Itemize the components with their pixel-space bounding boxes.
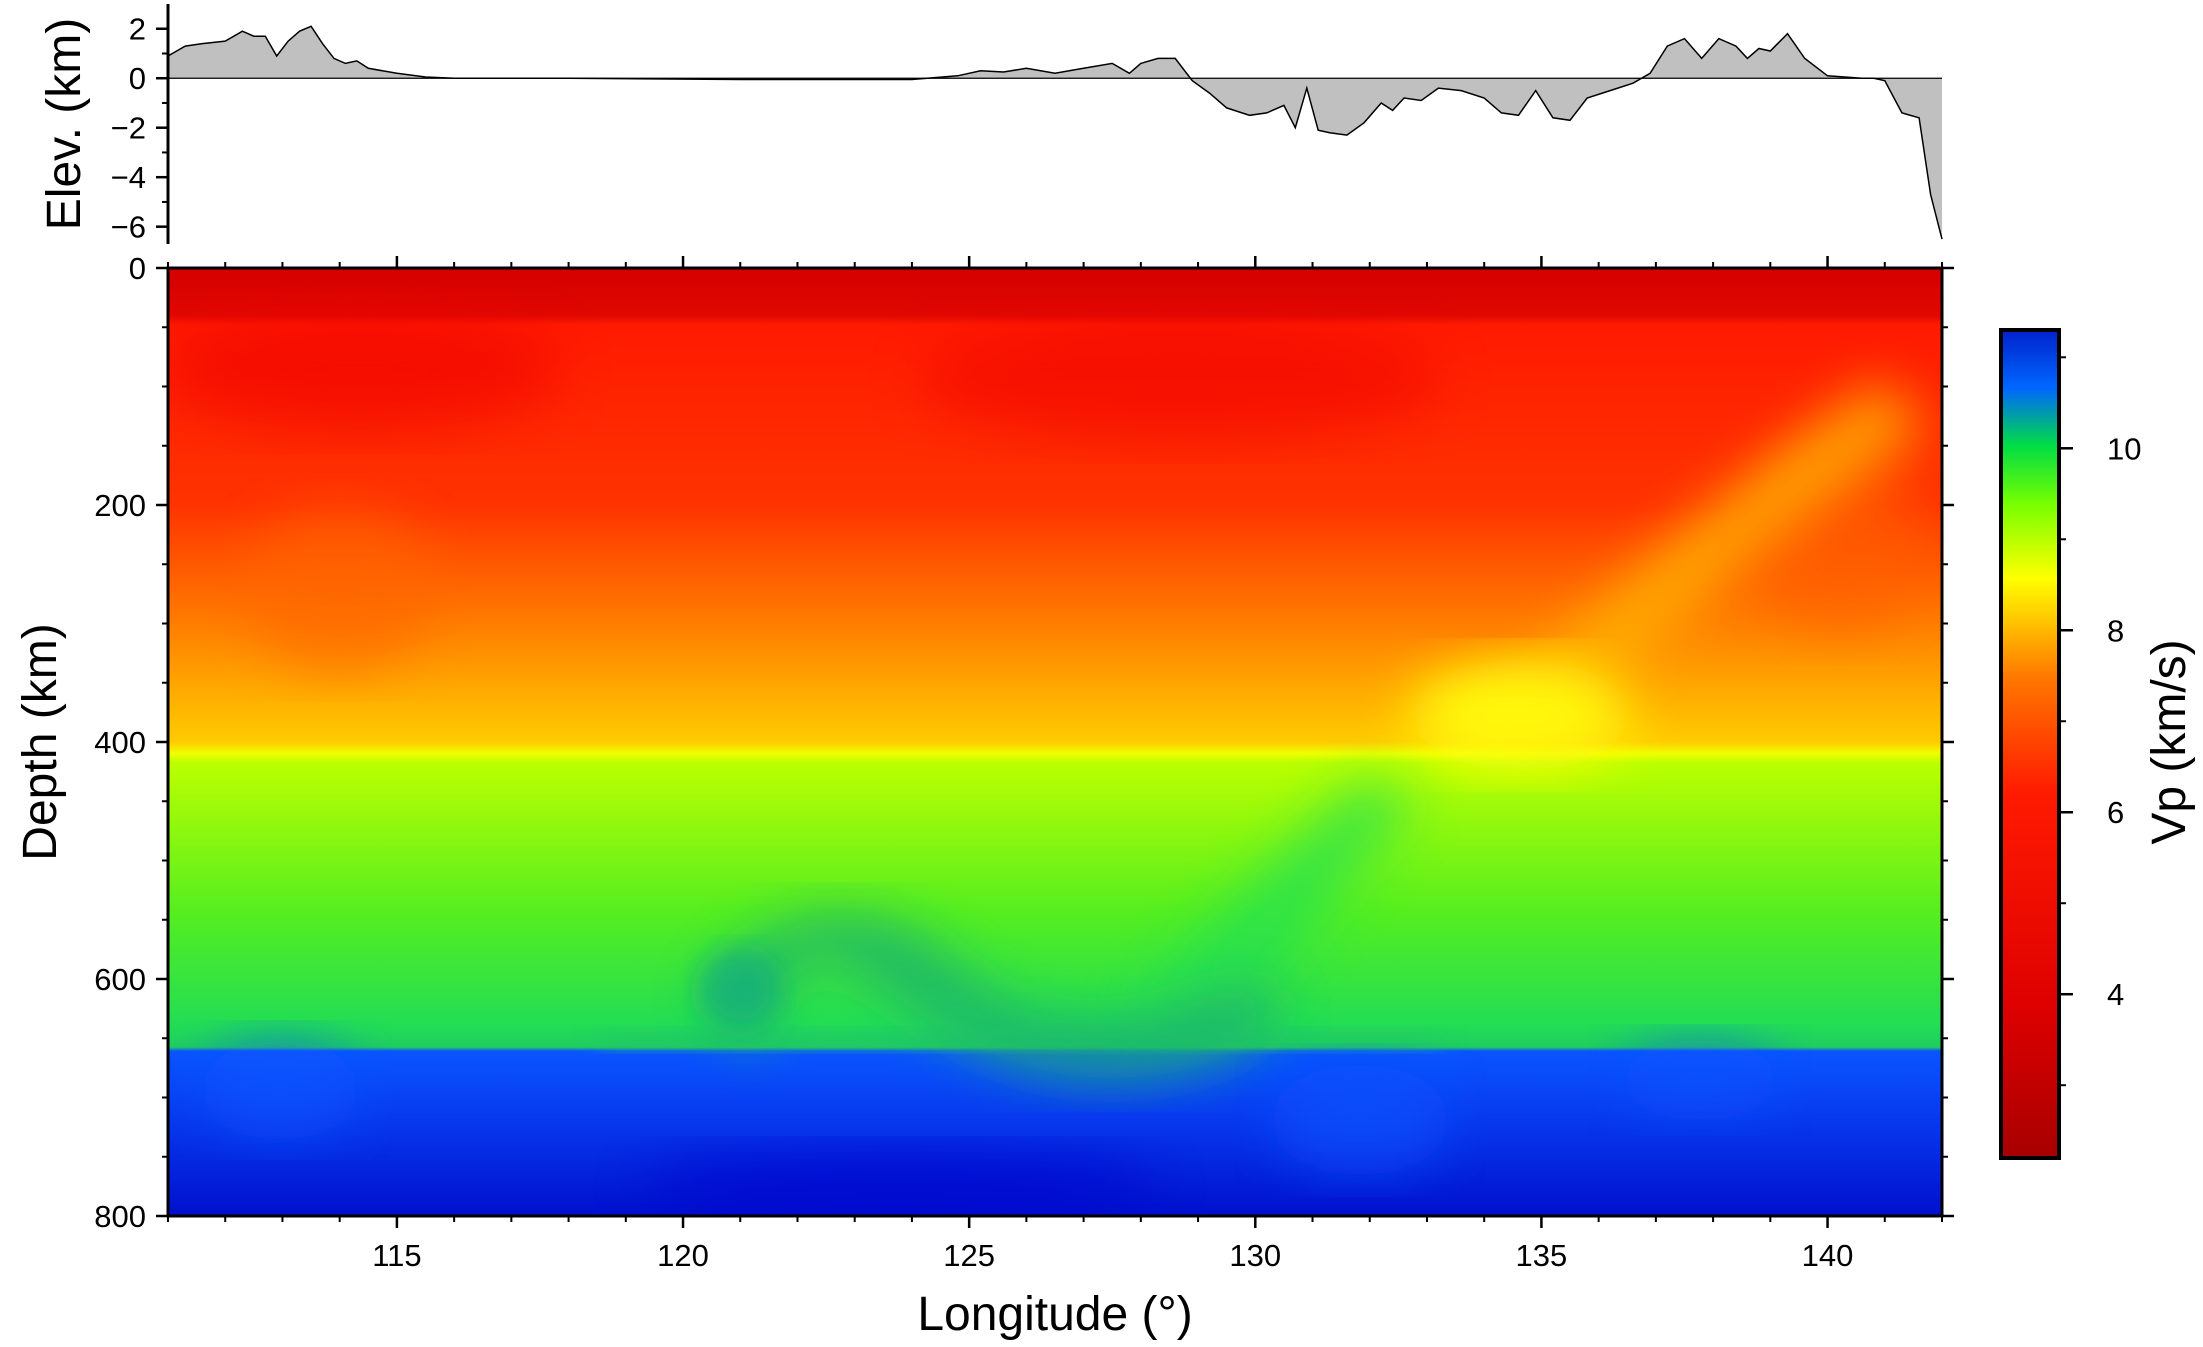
lower-mantle-anomaly bbox=[1620, 1040, 1780, 1120]
lower-mantle-anomaly bbox=[1270, 1065, 1450, 1175]
colorbar-tick-label: 6 bbox=[2107, 795, 2124, 830]
colorbar: 4 6 8 10 Vp (km/s) bbox=[1999, 328, 2196, 1160]
subducting-slab bbox=[1500, 380, 1930, 740]
shallow-mantle-anomaly bbox=[245, 510, 435, 670]
elevation-ticks: 2 0 −2 −4 −6 bbox=[111, 12, 168, 245]
x-tick-label: 135 bbox=[1516, 1238, 1568, 1273]
y-axis-label: Depth (km) bbox=[14, 623, 67, 860]
x-axis-label: Longitude (°) bbox=[917, 1288, 1192, 1341]
section-ticks: 115 120 125 130 135 140 0 200 400 600 800 bbox=[94, 251, 1954, 1273]
slab-tip-anomaly bbox=[1410, 660, 1630, 770]
x-tick-label: 130 bbox=[1229, 1238, 1281, 1273]
mtz-anomaly bbox=[700, 950, 780, 1030]
y-tick-label: 200 bbox=[94, 488, 146, 523]
colorbar-ramp bbox=[1999, 328, 2061, 1160]
upper-mantle-anomaly bbox=[920, 320, 1440, 440]
x-tick-label: 140 bbox=[1802, 1238, 1854, 1273]
elevation-tick-label: 0 bbox=[129, 61, 146, 96]
lower-mantle-anomaly bbox=[200, 1040, 360, 1140]
lower-mantle-anomaly bbox=[640, 1150, 1160, 1216]
lower-mantle-patch bbox=[600, 1030, 1440, 1050]
elevation-tick-label: −6 bbox=[111, 210, 146, 245]
velocity-anomalies bbox=[168, 310, 1930, 1216]
elevation-tick-label: 2 bbox=[129, 12, 146, 47]
x-tick-label: 125 bbox=[943, 1238, 995, 1273]
y-tick-label: 800 bbox=[94, 1199, 146, 1234]
elevation-y-axis-label: Elev. (km) bbox=[38, 18, 91, 230]
elevation-tick-label: −4 bbox=[111, 160, 146, 195]
elevation-tick-label: −2 bbox=[111, 111, 146, 146]
elevation-area bbox=[168, 26, 1942, 240]
y-tick-label: 600 bbox=[94, 962, 146, 997]
colorbar-label: Vp (km/s) bbox=[2143, 639, 2196, 844]
upper-mantle-anomaly bbox=[168, 310, 560, 430]
colorbar-tick-label: 8 bbox=[2107, 613, 2124, 648]
y-tick-label: 400 bbox=[94, 725, 146, 760]
colorbar-tick-label: 10 bbox=[2107, 431, 2141, 466]
colorbar-tick-label: 4 bbox=[2107, 977, 2124, 1012]
x-tick-label: 120 bbox=[657, 1238, 709, 1273]
slab-descending-into-mtz bbox=[1120, 780, 1420, 1020]
elevation-panel: 2 0 −2 −4 −6 Elev. (km) bbox=[38, 4, 1943, 245]
velocity-section: 115 120 125 130 135 140 0 200 400 600 800 Depth (k… bbox=[14, 251, 1954, 1341]
x-tick-label: 115 bbox=[372, 1238, 421, 1273]
y-tick-label: 0 bbox=[129, 251, 146, 286]
elevation-line bbox=[167, 25, 1943, 240]
colorbar-ticks: 4 6 8 10 bbox=[2059, 356, 2141, 1087]
